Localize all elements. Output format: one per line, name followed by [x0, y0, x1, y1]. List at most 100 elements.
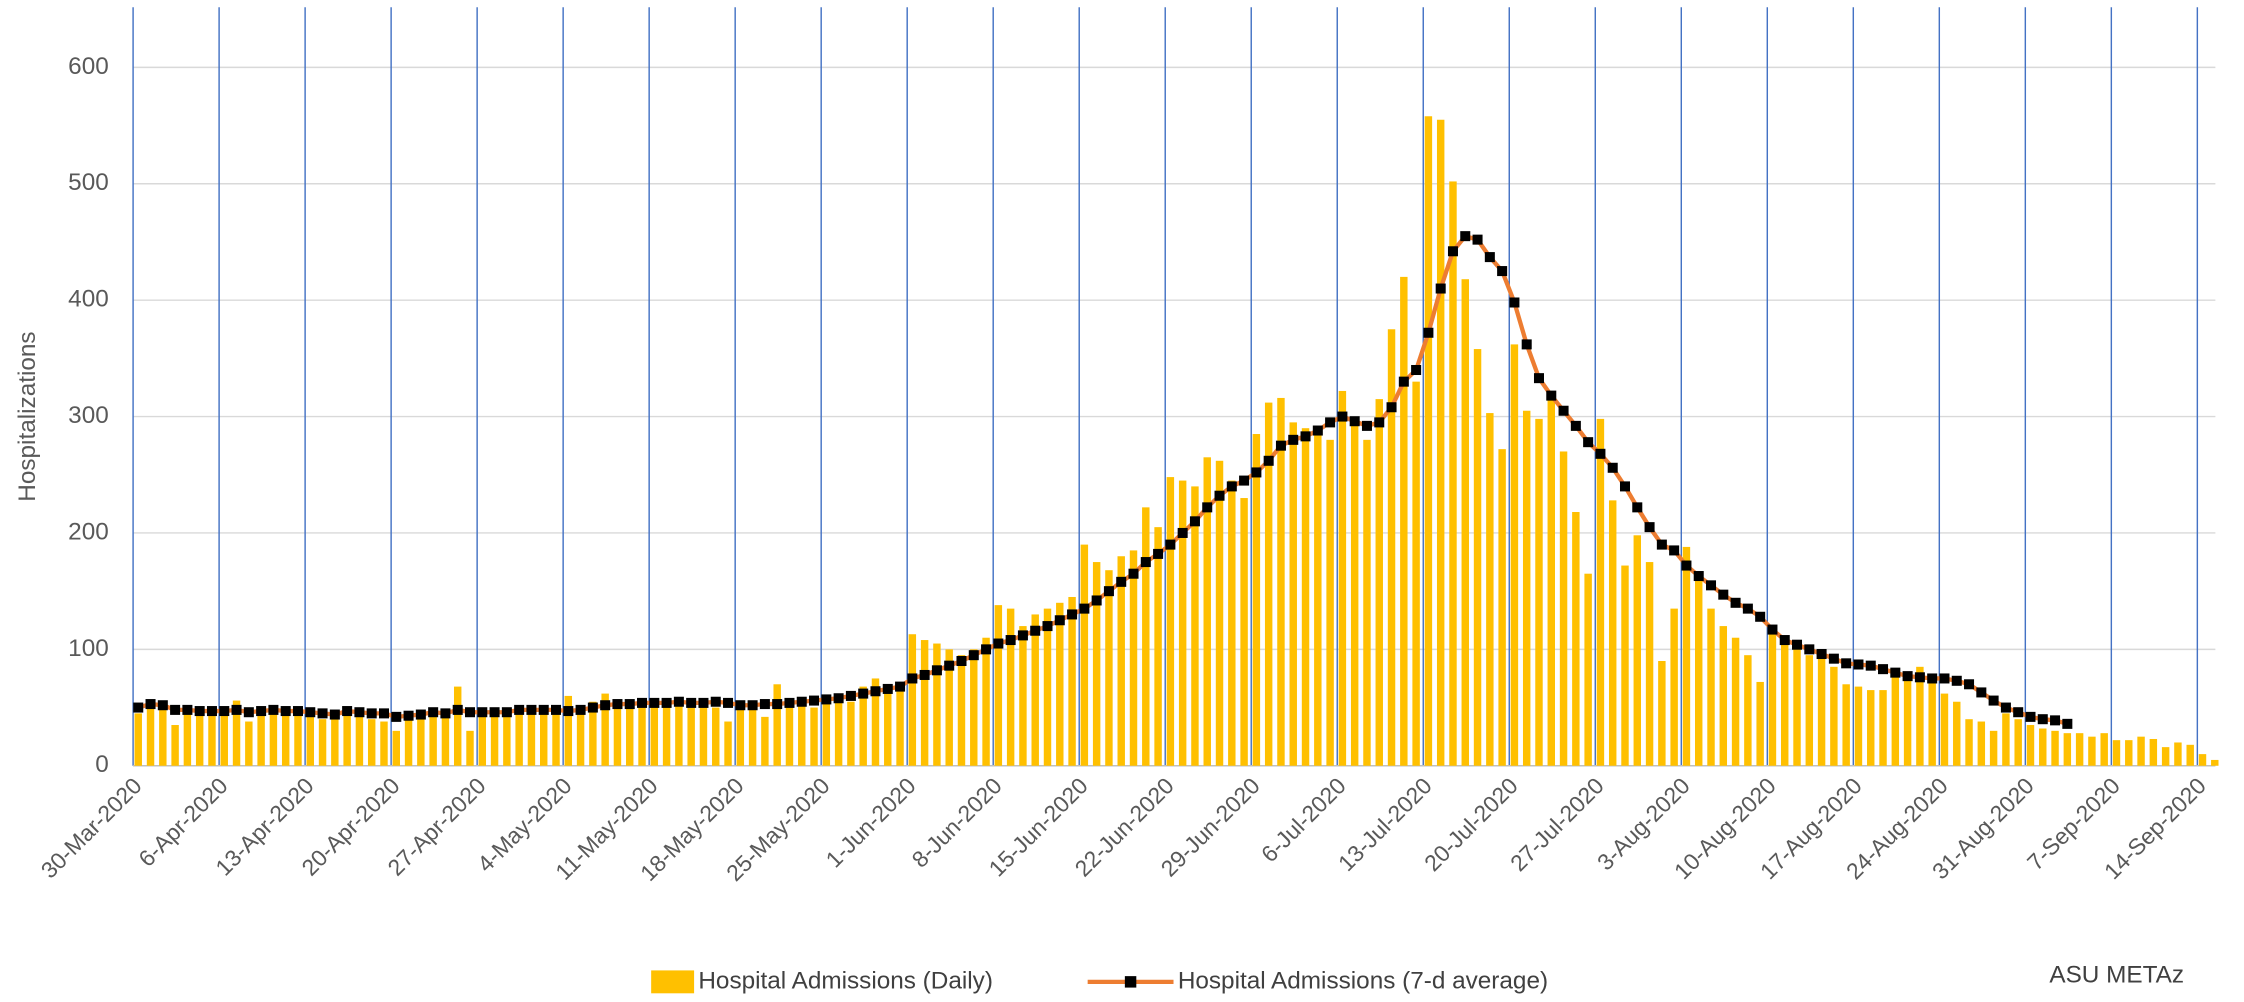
marker	[1460, 231, 1471, 242]
bar	[1338, 390, 1347, 766]
bar	[1559, 451, 1568, 766]
bar	[748, 705, 757, 766]
bar	[2161, 747, 2170, 766]
bar	[171, 725, 179, 766]
bar	[417, 713, 425, 766]
bar	[896, 684, 904, 766]
marker	[956, 655, 967, 667]
marker	[1706, 580, 1717, 591]
bar	[798, 704, 806, 766]
bar	[1350, 416, 1359, 766]
marker	[1349, 416, 1360, 427]
bar	[257, 713, 265, 766]
bar	[675, 701, 683, 766]
bar	[478, 716, 487, 766]
bar	[1154, 527, 1162, 766]
bar	[1031, 614, 1039, 766]
marker	[1521, 339, 1532, 350]
bar	[589, 701, 597, 766]
marker	[1890, 667, 1901, 678]
bar	[1953, 701, 1961, 766]
bar	[1424, 116, 1433, 766]
marker	[526, 704, 537, 715]
marker	[1411, 364, 1422, 376]
marker	[2050, 715, 2061, 726]
bar	[2112, 740, 2121, 766]
marker	[1251, 467, 1262, 478]
marker	[514, 704, 525, 715]
bar	[650, 701, 659, 766]
marker	[845, 690, 856, 701]
marker	[1619, 481, 1631, 492]
marker	[1558, 405, 1569, 416]
bar	[601, 693, 609, 766]
bar	[1301, 428, 1310, 766]
y-tick-label: 100	[68, 635, 109, 662]
annotation: ASU METAz	[2049, 962, 2184, 989]
bar	[773, 684, 781, 766]
bar	[159, 709, 167, 766]
marker	[698, 697, 709, 708]
marker	[268, 704, 279, 715]
marker	[157, 700, 168, 711]
x-tick-label: 30-Mar-2020	[36, 772, 147, 883]
bar	[1621, 565, 1629, 766]
bar	[687, 707, 695, 766]
marker	[1742, 603, 1753, 614]
bar	[1756, 681, 1764, 766]
marker	[1767, 624, 1778, 635]
y-tick-label: 400	[68, 286, 109, 313]
bar	[2211, 759, 2219, 766]
bar	[699, 701, 708, 766]
marker	[1484, 252, 1495, 263]
marker	[1595, 448, 1606, 459]
bar	[2026, 725, 2035, 766]
marker	[1140, 557, 1151, 568]
marker	[587, 702, 598, 713]
bar	[712, 707, 720, 766]
marker	[1865, 660, 1876, 671]
marker	[501, 707, 512, 718]
marker	[489, 707, 500, 718]
bar	[2186, 744, 2194, 766]
bar	[1277, 397, 1285, 766]
bar	[404, 719, 413, 766]
bar	[2039, 728, 2047, 766]
marker	[2000, 702, 2011, 713]
bar	[392, 730, 400, 766]
bar	[1436, 119, 1445, 766]
marker	[723, 697, 734, 708]
marker	[1497, 266, 1508, 277]
bar	[1178, 480, 1187, 766]
bar	[1449, 181, 1457, 766]
marker	[2013, 707, 2024, 718]
marker	[1914, 672, 1925, 683]
marker	[882, 683, 893, 694]
bar	[638, 705, 646, 766]
marker	[440, 708, 451, 719]
marker	[206, 706, 217, 717]
marker	[833, 693, 844, 704]
bar	[970, 649, 978, 766]
marker	[428, 707, 439, 718]
bar	[1535, 418, 1543, 766]
marker	[637, 697, 648, 708]
bar	[1019, 626, 1027, 766]
bar	[2149, 738, 2158, 766]
bar	[871, 678, 880, 766]
bar	[920, 640, 929, 766]
marker	[796, 696, 807, 707]
marker	[1804, 644, 1815, 655]
bar	[626, 701, 634, 766]
bar	[1633, 535, 1642, 766]
bar	[1940, 693, 1949, 766]
marker	[1325, 417, 1336, 428]
bar	[1879, 690, 1887, 766]
marker	[2025, 711, 2036, 722]
bar	[1240, 498, 1248, 766]
marker	[1103, 586, 1114, 597]
bar	[1092, 562, 1101, 766]
bar	[146, 705, 155, 766]
bar	[1473, 349, 1482, 766]
